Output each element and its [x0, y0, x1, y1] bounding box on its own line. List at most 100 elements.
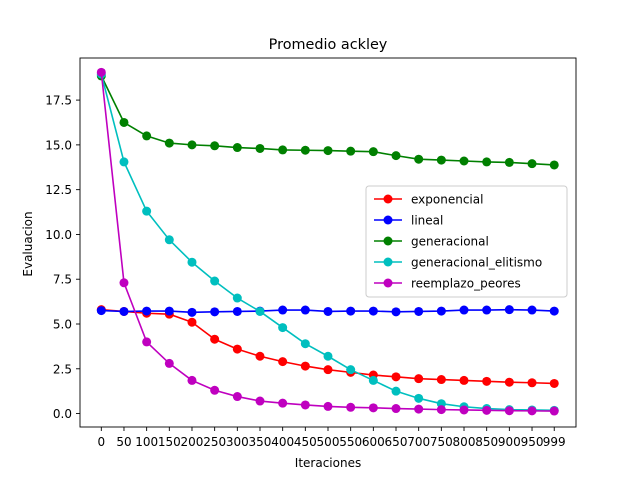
chart-title: Promedio ackley — [269, 37, 388, 53]
data-point-lineal-15 — [436, 306, 446, 316]
x-tick-label: 400 — [271, 435, 294, 449]
data-point-generacional-16 — [459, 156, 469, 166]
x-tick-label: 300 — [226, 435, 249, 449]
y-tick-label: 17.5 — [45, 94, 72, 108]
data-point-reemplazo_peores-4 — [187, 375, 197, 385]
data-point-exponencial-20 — [549, 378, 559, 388]
data-point-generacional-9 — [300, 145, 310, 155]
legend-label-exponencial: exponencial — [411, 193, 483, 207]
data-point-lineal-11 — [346, 306, 356, 316]
data-point-exponencial-16 — [459, 375, 469, 385]
legend-label-lineal: lineal — [411, 214, 443, 228]
data-point-reemplazo_peores-7 — [255, 396, 265, 406]
data-point-exponencial-15 — [436, 375, 446, 385]
x-tick-label: 50 — [116, 435, 131, 449]
data-point-lineal-6 — [232, 306, 242, 316]
data-point-generacional_elitismo-14 — [414, 393, 424, 403]
legend-marker-generacional_elitismo — [383, 257, 393, 267]
data-point-reemplazo_peores-19 — [527, 406, 537, 416]
data-point-lineal-2 — [142, 306, 152, 316]
data-point-generacional_elitismo-7 — [255, 306, 265, 316]
data-point-lineal-5 — [210, 307, 220, 317]
data-point-reemplazo_peores-2 — [142, 337, 152, 347]
data-point-generacional_elitismo-3 — [164, 235, 174, 245]
x-tick-label: 650 — [385, 435, 408, 449]
data-point-generacional-4 — [187, 140, 197, 150]
data-point-generacional-7 — [255, 143, 265, 153]
data-point-reemplazo_peores-5 — [210, 385, 220, 395]
x-tick-label: 250 — [203, 435, 226, 449]
legend-marker-lineal — [383, 215, 393, 225]
data-point-reemplazo_peores-0 — [96, 67, 106, 77]
data-point-generacional-14 — [414, 154, 424, 164]
data-point-reemplazo_peores-11 — [346, 402, 356, 412]
data-point-reemplazo_peores-14 — [414, 404, 424, 414]
data-point-generacional_elitismo-10 — [323, 351, 333, 361]
data-point-generacional_elitismo-4 — [187, 257, 197, 267]
x-tick-label: 999 — [543, 435, 566, 449]
data-point-lineal-13 — [391, 307, 401, 317]
legend-label-reemplazo_peores: reemplazo_peores — [411, 277, 521, 291]
data-point-reemplazo_peores-16 — [459, 405, 469, 415]
data-point-reemplazo_peores-6 — [232, 392, 242, 402]
data-point-lineal-19 — [527, 305, 537, 315]
data-point-reemplazo_peores-17 — [482, 405, 492, 415]
legend-marker-generacional — [383, 236, 393, 246]
data-point-exponencial-19 — [527, 378, 537, 388]
x-tick-label: 750 — [430, 435, 453, 449]
data-point-generacional-10 — [323, 146, 333, 156]
x-tick-label: 350 — [249, 435, 272, 449]
data-point-lineal-10 — [323, 306, 333, 316]
data-point-lineal-14 — [414, 306, 424, 316]
data-point-generacional_elitismo-1 — [119, 157, 129, 167]
data-point-generacional_elitismo-13 — [391, 386, 401, 396]
legend: exponencial lineal generacional generaciona… — [365, 185, 568, 298]
y-tick-label: 5.0 — [53, 318, 72, 332]
data-point-exponencial-9 — [300, 361, 310, 371]
data-point-generacional_elitismo-2 — [142, 206, 152, 216]
data-point-reemplazo_peores-20 — [549, 406, 559, 416]
data-point-generacional-2 — [142, 131, 152, 141]
x-tick-label: 150 — [158, 435, 181, 449]
data-point-generacional-17 — [482, 157, 492, 167]
data-point-generacional-19 — [527, 159, 537, 169]
x-tick-label: 950 — [521, 435, 544, 449]
data-point-exponencial-10 — [323, 365, 333, 375]
data-point-generacional_elitismo-12 — [368, 375, 378, 385]
data-point-reemplazo_peores-18 — [504, 406, 514, 416]
data-point-lineal-3 — [164, 306, 174, 316]
data-point-exponencial-4 — [187, 317, 197, 327]
data-point-reemplazo_peores-12 — [368, 403, 378, 413]
data-point-generacional_elitismo-11 — [346, 365, 356, 375]
data-point-generacional-18 — [504, 157, 514, 167]
data-point-exponencial-17 — [482, 376, 492, 386]
data-point-lineal-0 — [96, 306, 106, 316]
data-point-exponencial-5 — [210, 334, 220, 344]
data-point-exponencial-14 — [414, 374, 424, 384]
data-point-lineal-12 — [368, 306, 378, 316]
y-tick-label: 15.0 — [45, 138, 72, 152]
data-point-generacional_elitismo-8 — [278, 323, 288, 333]
legend-marker-reemplazo_peores — [383, 278, 393, 288]
data-point-generacional-12 — [368, 147, 378, 157]
data-point-exponencial-18 — [504, 377, 514, 387]
x-tick-label: 600 — [362, 435, 385, 449]
y-tick-label: 0.0 — [53, 407, 72, 421]
x-tick-label: 700 — [407, 435, 430, 449]
data-point-generacional-8 — [278, 145, 288, 155]
data-point-generacional_elitismo-5 — [210, 276, 220, 286]
x-tick-label: 0 — [97, 435, 105, 449]
data-point-lineal-18 — [504, 305, 514, 315]
data-point-reemplazo_peores-9 — [300, 400, 310, 410]
data-point-generacional_elitismo-9 — [300, 339, 310, 349]
x-tick-label: 100 — [135, 435, 158, 449]
data-point-reemplazo_peores-3 — [164, 358, 174, 368]
data-point-generacional_elitismo-6 — [232, 293, 242, 303]
data-point-generacional-3 — [164, 138, 174, 148]
data-point-lineal-20 — [549, 306, 559, 316]
y-tick-label: 7.5 — [53, 273, 72, 287]
data-point-generacional-6 — [232, 143, 242, 153]
data-point-generacional-11 — [346, 146, 356, 156]
data-point-exponencial-13 — [391, 372, 401, 382]
